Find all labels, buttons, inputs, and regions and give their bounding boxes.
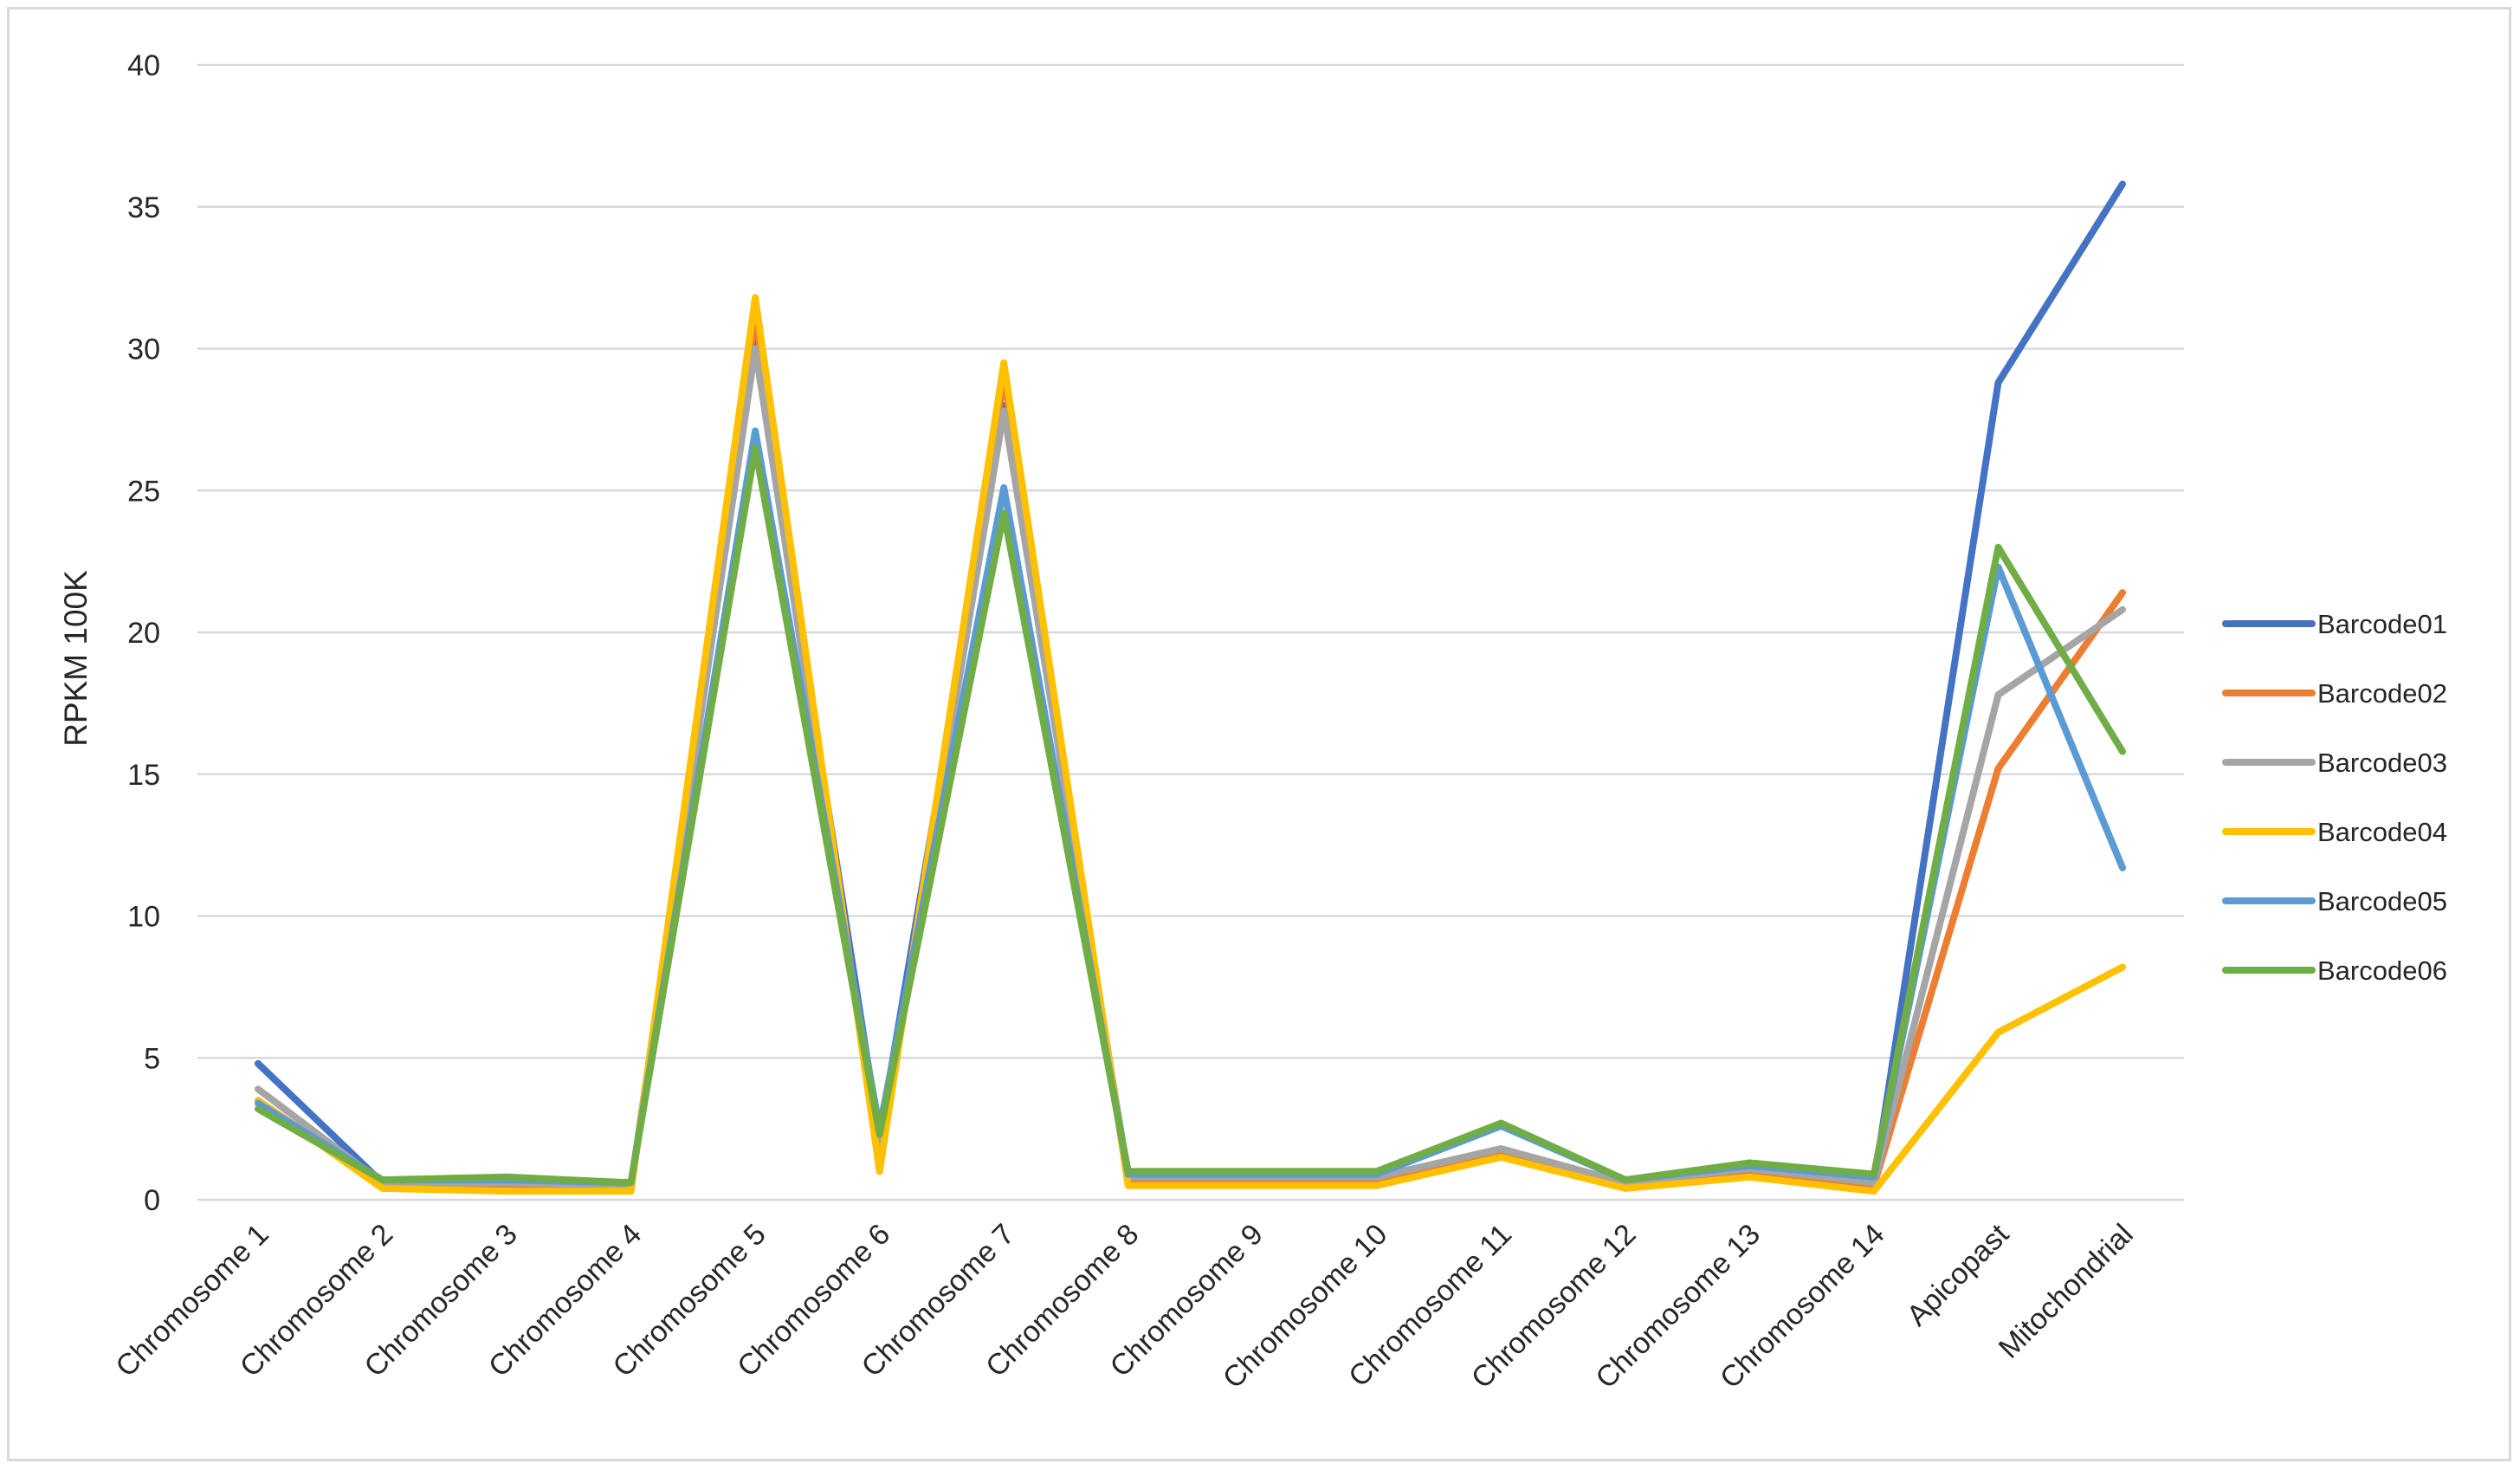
series-lines bbox=[255, 180, 2126, 1195]
legend-item: Barcode04 bbox=[2222, 817, 2447, 847]
y-axis-ticks: 0 5 10 15 20 25 30 35 40 bbox=[127, 49, 160, 1217]
series-line-barcode05 bbox=[255, 427, 2126, 1187]
legend: Barcode01 Barcode02 Barcode03 Barcode04 Barc… bbox=[2222, 609, 2447, 986]
y-axis-title: RPKM 100K bbox=[58, 570, 94, 747]
legend-item: Barcode01 bbox=[2222, 609, 2447, 639]
legend-label: Barcode04 bbox=[2317, 817, 2447, 847]
legend-item: Barcode06 bbox=[2222, 955, 2447, 986]
legend-label: Barcode01 bbox=[2317, 609, 2447, 639]
legend-label: Barcode05 bbox=[2317, 886, 2447, 916]
series-line-barcode06 bbox=[255, 444, 2126, 1187]
legend-item: Barcode02 bbox=[2222, 678, 2447, 709]
x-tick-label: Apicopast bbox=[1901, 1217, 2016, 1332]
legend-item: Barcode05 bbox=[2222, 886, 2447, 916]
y-tick-label: 20 bbox=[127, 617, 160, 650]
chart-frame bbox=[7, 7, 2511, 1461]
legend-label: Barcode06 bbox=[2317, 955, 2447, 986]
y-tick-label: 10 bbox=[127, 901, 160, 934]
series-line-barcode04 bbox=[255, 294, 2126, 1195]
legend-label: Barcode02 bbox=[2317, 678, 2447, 709]
series-line-barcode03 bbox=[255, 345, 2126, 1189]
x-tick-label: Mitochondrial bbox=[1993, 1218, 2140, 1365]
legend-item: Barcode03 bbox=[2222, 748, 2447, 778]
series-line-barcode01 bbox=[255, 180, 2126, 1189]
y-tick-label: 25 bbox=[127, 475, 160, 508]
y-tick-label: 0 bbox=[144, 1184, 160, 1217]
legend-label: Barcode03 bbox=[2317, 748, 2447, 778]
y-tick-label: 35 bbox=[127, 191, 160, 224]
grid bbox=[197, 63, 2184, 1201]
y-tick-label: 5 bbox=[144, 1042, 160, 1075]
y-tick-label: 40 bbox=[127, 49, 160, 82]
y-tick-label: 15 bbox=[127, 759, 160, 792]
y-tick-label: 30 bbox=[127, 334, 160, 366]
